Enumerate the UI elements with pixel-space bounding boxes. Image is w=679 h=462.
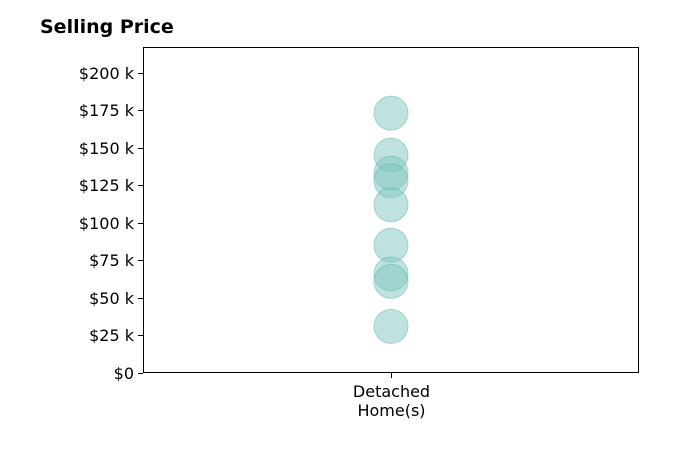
y-tick-label: $200 k: [79, 64, 135, 83]
y-tick-label: $100 k: [79, 214, 135, 233]
y-tick-label: $150 k: [79, 139, 135, 158]
x-axis: Detached Home(s): [353, 373, 430, 420]
y-tick-label: $25 k: [89, 326, 135, 345]
data-point: [373, 95, 409, 131]
y-axis: $0 $25 k $50 k $75 k $100 k $125 k $150 k $175 …: [79, 64, 143, 383]
data-points: [373, 95, 409, 344]
y-tick-label: $75 k: [89, 251, 135, 270]
y-tick-label: $125 k: [79, 176, 135, 195]
y-tick-label: $50 k: [89, 289, 135, 308]
data-point: [373, 187, 409, 223]
data-point: [373, 308, 409, 344]
plot-area-frame: [143, 47, 639, 373]
y-tick-label: $175 k: [79, 101, 135, 120]
data-point: [373, 263, 409, 299]
y-tick-label: $0: [114, 364, 134, 383]
chart-title: Selling Price: [40, 16, 174, 38]
x-tick-label: Detached Home(s): [353, 382, 430, 420]
